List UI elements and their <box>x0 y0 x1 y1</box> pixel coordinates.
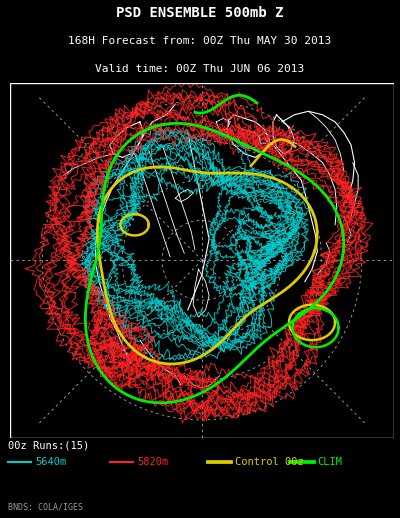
Text: Control 00z: Control 00z <box>235 457 304 467</box>
Text: PSD ENSEMBLE 500mb Z: PSD ENSEMBLE 500mb Z <box>116 6 284 20</box>
Text: 5640m: 5640m <box>35 457 67 467</box>
Text: CLIM: CLIM <box>318 457 342 467</box>
Text: 00z Runs:(15): 00z Runs:(15) <box>8 440 89 451</box>
Text: 168H Forecast from: 00Z Thu MAY 30 2013: 168H Forecast from: 00Z Thu MAY 30 2013 <box>68 36 332 46</box>
Text: Valid time: 00Z Thu JUN 06 2013: Valid time: 00Z Thu JUN 06 2013 <box>95 64 305 74</box>
Text: BNDS: COLA/IGES: BNDS: COLA/IGES <box>8 502 83 511</box>
Text: 5820m: 5820m <box>137 457 168 467</box>
